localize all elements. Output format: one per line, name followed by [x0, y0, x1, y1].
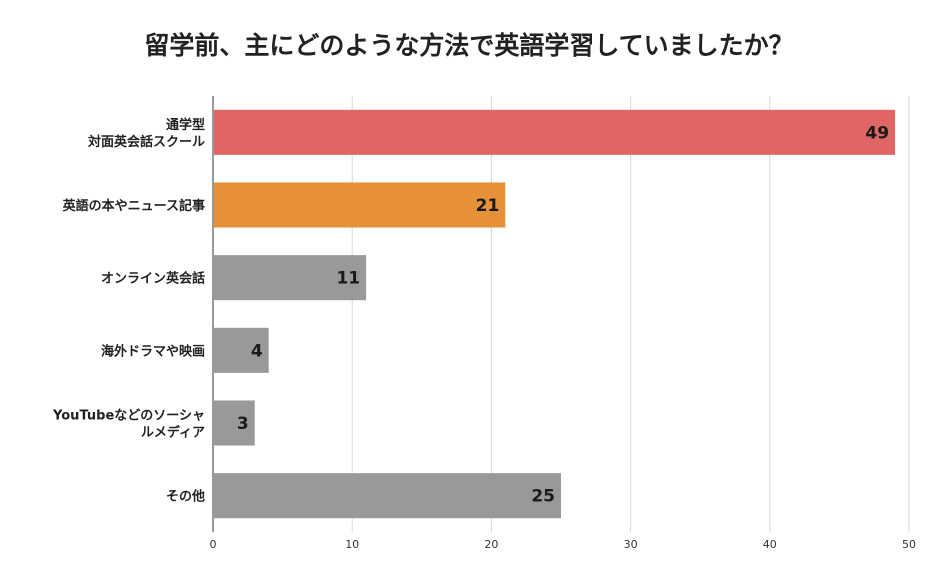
x-tick-label: 10 — [345, 538, 359, 551]
data-label: 21 — [476, 196, 500, 216]
bar — [214, 255, 367, 301]
x-tick-label: 40 — [763, 538, 777, 551]
category-label: ルメディア — [141, 425, 205, 441]
x-tick-label: 0 — [210, 538, 217, 551]
data-label: 4 — [251, 341, 263, 361]
category-label: 通学型 — [166, 117, 205, 133]
category-label: その他 — [166, 489, 205, 505]
chart-title: 留学前、主にどのような方法で英語学習していましたか？ — [144, 31, 794, 60]
category-label: 対面英会話スクール — [87, 134, 205, 150]
bar — [214, 473, 561, 519]
data-label: 11 — [336, 269, 360, 289]
category-label: オンライン英会話 — [101, 271, 205, 287]
category-label: YouTubeなどのソーシャ — [52, 409, 205, 424]
bar — [214, 400, 255, 446]
bar — [214, 327, 269, 373]
data-label: 49 — [865, 123, 889, 143]
x-tick-label: 20 — [484, 538, 498, 551]
bar — [214, 109, 896, 155]
bar — [214, 182, 506, 228]
x-tick-label: 30 — [624, 538, 638, 551]
category-label: 英語の本やニュース記事 — [62, 198, 205, 214]
x-tick-label: 50 — [902, 538, 916, 551]
data-label: 25 — [531, 487, 555, 507]
category-label: 海外ドラマや映画 — [101, 343, 205, 359]
data-label: 3 — [237, 414, 249, 434]
